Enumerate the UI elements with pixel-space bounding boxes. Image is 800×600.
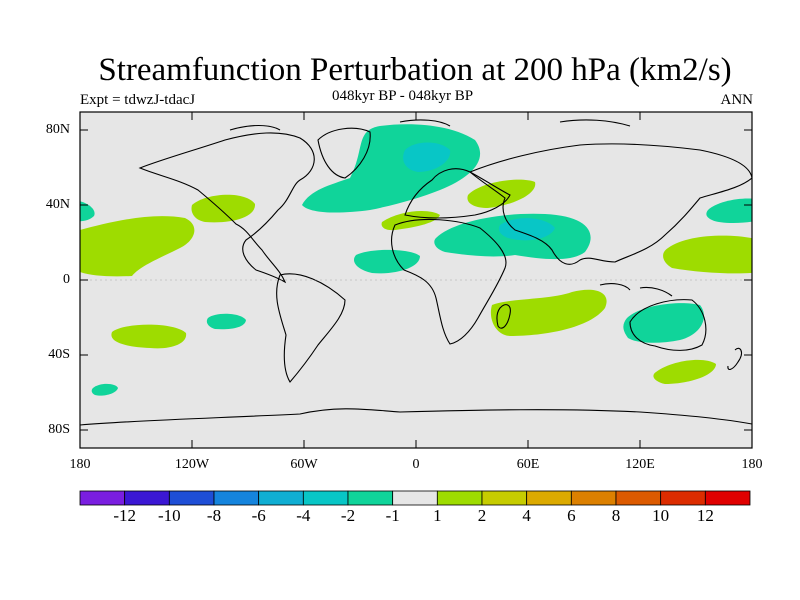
colorbar-swatch <box>570 490 617 506</box>
lon-label: 180 <box>69 457 91 472</box>
lat-label: 40N <box>45 197 70 212</box>
colorbar-label: -12 <box>113 506 136 525</box>
colorbar-swatch <box>124 490 170 506</box>
colorbar-label: 10 <box>652 506 670 525</box>
colorbar-swatch <box>302 490 349 506</box>
colorbar-label: 6 <box>567 506 576 525</box>
colorbar-swatch <box>615 490 662 506</box>
colorbar-label: -10 <box>157 506 181 525</box>
colorbar-label: -8 <box>206 506 222 525</box>
colorbar-label: 1 <box>433 506 442 525</box>
lat-ticks <box>80 129 752 431</box>
colorbar-swatch <box>481 490 528 506</box>
colorbar-swatch <box>168 490 215 506</box>
strong-negative-cores <box>403 142 555 241</box>
colorbar-label: -1 <box>385 506 400 525</box>
lon-label: 0 <box>412 457 420 472</box>
colorbar-swatch <box>660 490 706 506</box>
lon-ticks <box>79 112 753 448</box>
colorbar-swatch <box>213 490 260 506</box>
lat-label: 40S <box>48 347 70 362</box>
lon-label: 60W <box>290 457 318 472</box>
season-label: ANN <box>720 92 754 108</box>
positive-anomaly-regions <box>80 179 752 384</box>
lon-label: 180 <box>741 457 763 472</box>
colorbar-swatch <box>79 490 126 506</box>
lat-label: 80N <box>45 122 70 137</box>
colorbar-label: -4 <box>296 506 311 525</box>
colorbar-label: 12 <box>696 506 714 525</box>
colorbar-swatch <box>704 490 751 506</box>
colorbar <box>79 490 751 506</box>
period-label: 048kyr BP - 048kyr BP <box>332 88 474 104</box>
colorbar-label: 4 <box>522 506 531 525</box>
plot-title: Streamfunction Perturbation at 200 hPa (… <box>98 52 732 88</box>
lon-label: 60E <box>516 457 540 472</box>
colorbar-label: 8 <box>611 506 621 525</box>
lat-label: 0 <box>63 272 70 287</box>
colorbar-swatch <box>347 490 394 506</box>
coastlines <box>80 119 752 426</box>
lon-label: 120W <box>174 457 210 472</box>
colorbar-swatch <box>436 490 483 506</box>
colorbar-label: 2 <box>477 506 487 525</box>
colorbar-swatch <box>258 490 304 506</box>
colorbar-swatch <box>526 490 572 506</box>
colorbar-swatch <box>392 490 438 506</box>
lat-label: 80S <box>48 422 70 437</box>
colorbar-label: -6 <box>251 506 266 525</box>
colorbar-label: -2 <box>340 506 356 525</box>
experiment-label: Expt = tdwzJ-tdacJ <box>80 92 196 108</box>
lon-label: 120E <box>625 457 655 472</box>
